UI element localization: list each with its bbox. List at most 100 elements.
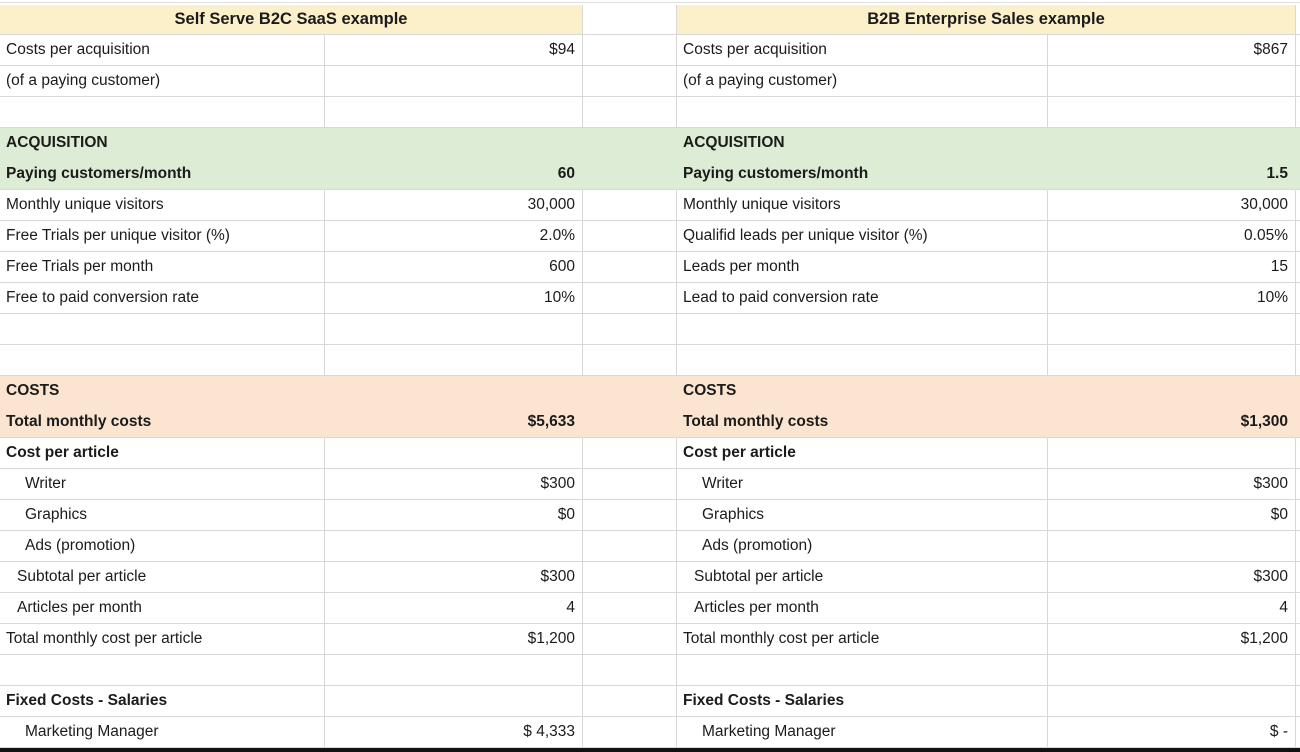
cell-left-value[interactable] [325,97,583,128]
cell-left-value[interactable] [325,314,583,345]
cell-left-value[interactable] [325,438,583,469]
cell-left-value[interactable] [325,376,583,407]
cell-gap[interactable] [583,159,677,190]
cell-right-filler[interactable] [1296,314,1300,345]
cell-gap[interactable] [583,190,677,221]
cell-left-label[interactable]: Free Trials per unique visitor (%) [0,221,325,252]
cell-right-value[interactable]: 10% [1048,283,1296,314]
cell-gap[interactable] [583,221,677,252]
cell-gap[interactable] [583,97,677,128]
cell-right-label[interactable]: Subtotal per article [677,562,1048,593]
cell-right-filler[interactable] [1296,66,1300,97]
cell-right-filler[interactable] [1296,190,1300,221]
cell-right-value[interactable]: $1,300 [1048,407,1296,438]
cell-right-filler[interactable] [1296,438,1300,469]
cell-right-label[interactable]: Paying customers/month [677,159,1048,190]
cell-right-label[interactable]: Total monthly costs [677,407,1048,438]
cell-left-value[interactable]: $0 [325,500,583,531]
cell-left-label[interactable]: Total monthly costs [0,407,325,438]
cell-right-filler[interactable] [1296,717,1300,748]
cell-gap[interactable] [583,35,677,66]
cell-right-label[interactable]: Qualifid leads per unique visitor (%) [677,221,1048,252]
cell-left-value[interactable] [325,345,583,376]
cell-left-value[interactable]: 10% [325,283,583,314]
cell-right-filler[interactable] [1296,624,1300,655]
header-gap-cell[interactable] [583,5,677,35]
cell-right-value[interactable]: 4 [1048,593,1296,624]
cell-right-label[interactable]: Fixed Costs - Salaries [677,686,1048,717]
cell-gap[interactable] [583,283,677,314]
cell-left-label[interactable] [0,97,325,128]
cell-left-label[interactable]: COSTS [0,376,325,407]
cell-right-value[interactable] [1048,531,1296,562]
cell-left-value[interactable]: 30,000 [325,190,583,221]
cell-left-label[interactable]: Free to paid conversion rate [0,283,325,314]
cell-left-value[interactable]: $5,633 [325,407,583,438]
cell-left-label[interactable]: Monthly unique visitors [0,190,325,221]
cell-right-label[interactable]: Monthly unique visitors [677,190,1048,221]
cell-right-value[interactable] [1048,66,1296,97]
cell-gap[interactable] [583,686,677,717]
cell-left-value[interactable]: 4 [325,593,583,624]
cell-right-label[interactable]: Ads (promotion) [677,531,1048,562]
cell-left-label[interactable]: Subtotal per article [0,562,325,593]
cell-right-value[interactable]: $867 [1048,35,1296,66]
cell-left-value[interactable]: 60 [325,159,583,190]
cell-right-label[interactable]: Leads per month [677,252,1048,283]
cell-right-label[interactable]: Cost per article [677,438,1048,469]
cell-right-filler[interactable] [1296,221,1300,252]
cell-right-label[interactable] [677,655,1048,686]
cell-right-value[interactable]: $300 [1048,562,1296,593]
cell-gap[interactable] [583,252,677,283]
cell-right-filler[interactable] [1296,593,1300,624]
cell-gap[interactable] [583,531,677,562]
cell-right-value[interactable]: 15 [1048,252,1296,283]
cell-right-value[interactable] [1048,97,1296,128]
cell-right-value[interactable]: $0 [1048,500,1296,531]
cell-right-filler[interactable] [1296,407,1300,438]
cell-right-value[interactable]: $ - [1048,717,1296,748]
cell-right-filler[interactable] [1296,686,1300,717]
cell-right-value[interactable]: 30,000 [1048,190,1296,221]
cell-right-label[interactable] [677,314,1048,345]
cell-right-label[interactable]: COSTS [677,376,1048,407]
cell-left-value[interactable] [325,128,583,159]
cell-right-label[interactable]: Writer [677,469,1048,500]
cell-gap[interactable] [583,376,677,407]
cell-right-filler[interactable] [1296,252,1300,283]
cell-right-label[interactable]: Articles per month [677,593,1048,624]
cell-right-filler[interactable] [1296,500,1300,531]
cell-gap[interactable] [583,624,677,655]
cell-right-filler[interactable] [1296,376,1300,407]
cell-left-label[interactable]: Fixed Costs - Salaries [0,686,325,717]
cell-gap[interactable] [583,314,677,345]
cell-right-value[interactable]: $300 [1048,469,1296,500]
cell-gap[interactable] [583,655,677,686]
cell-right-filler[interactable] [1296,35,1300,66]
cell-gap[interactable] [583,593,677,624]
cell-right-filler[interactable] [1296,128,1300,159]
cell-right-label[interactable]: Total monthly cost per article [677,624,1048,655]
cell-right-label[interactable]: (of a paying customer) [677,66,1048,97]
cell-right-value[interactable]: $1,200 [1048,624,1296,655]
cell-right-label[interactable]: Graphics [677,500,1048,531]
cell-left-value[interactable] [325,686,583,717]
cell-right-value[interactable] [1048,686,1296,717]
cell-gap[interactable] [583,562,677,593]
cell-right-value[interactable] [1048,438,1296,469]
cell-gap[interactable] [583,345,677,376]
cell-right-label[interactable] [677,97,1048,128]
cell-right-filler[interactable] [1296,97,1300,128]
cell-left-label[interactable]: ACQUISITION [0,128,325,159]
cell-right-label[interactable]: Costs per acquisition [677,35,1048,66]
cell-left-label[interactable]: Marketing Manager [0,717,325,748]
cell-left-label[interactable] [0,345,325,376]
cell-gap[interactable] [583,717,677,748]
cell-left-label[interactable]: Graphics [0,500,325,531]
cell-left-value[interactable]: $300 [325,469,583,500]
cell-left-value[interactable] [325,531,583,562]
cell-right-value[interactable] [1048,376,1296,407]
cell-right-value[interactable] [1048,655,1296,686]
cell-right-label[interactable] [677,345,1048,376]
cell-right-value[interactable] [1048,314,1296,345]
